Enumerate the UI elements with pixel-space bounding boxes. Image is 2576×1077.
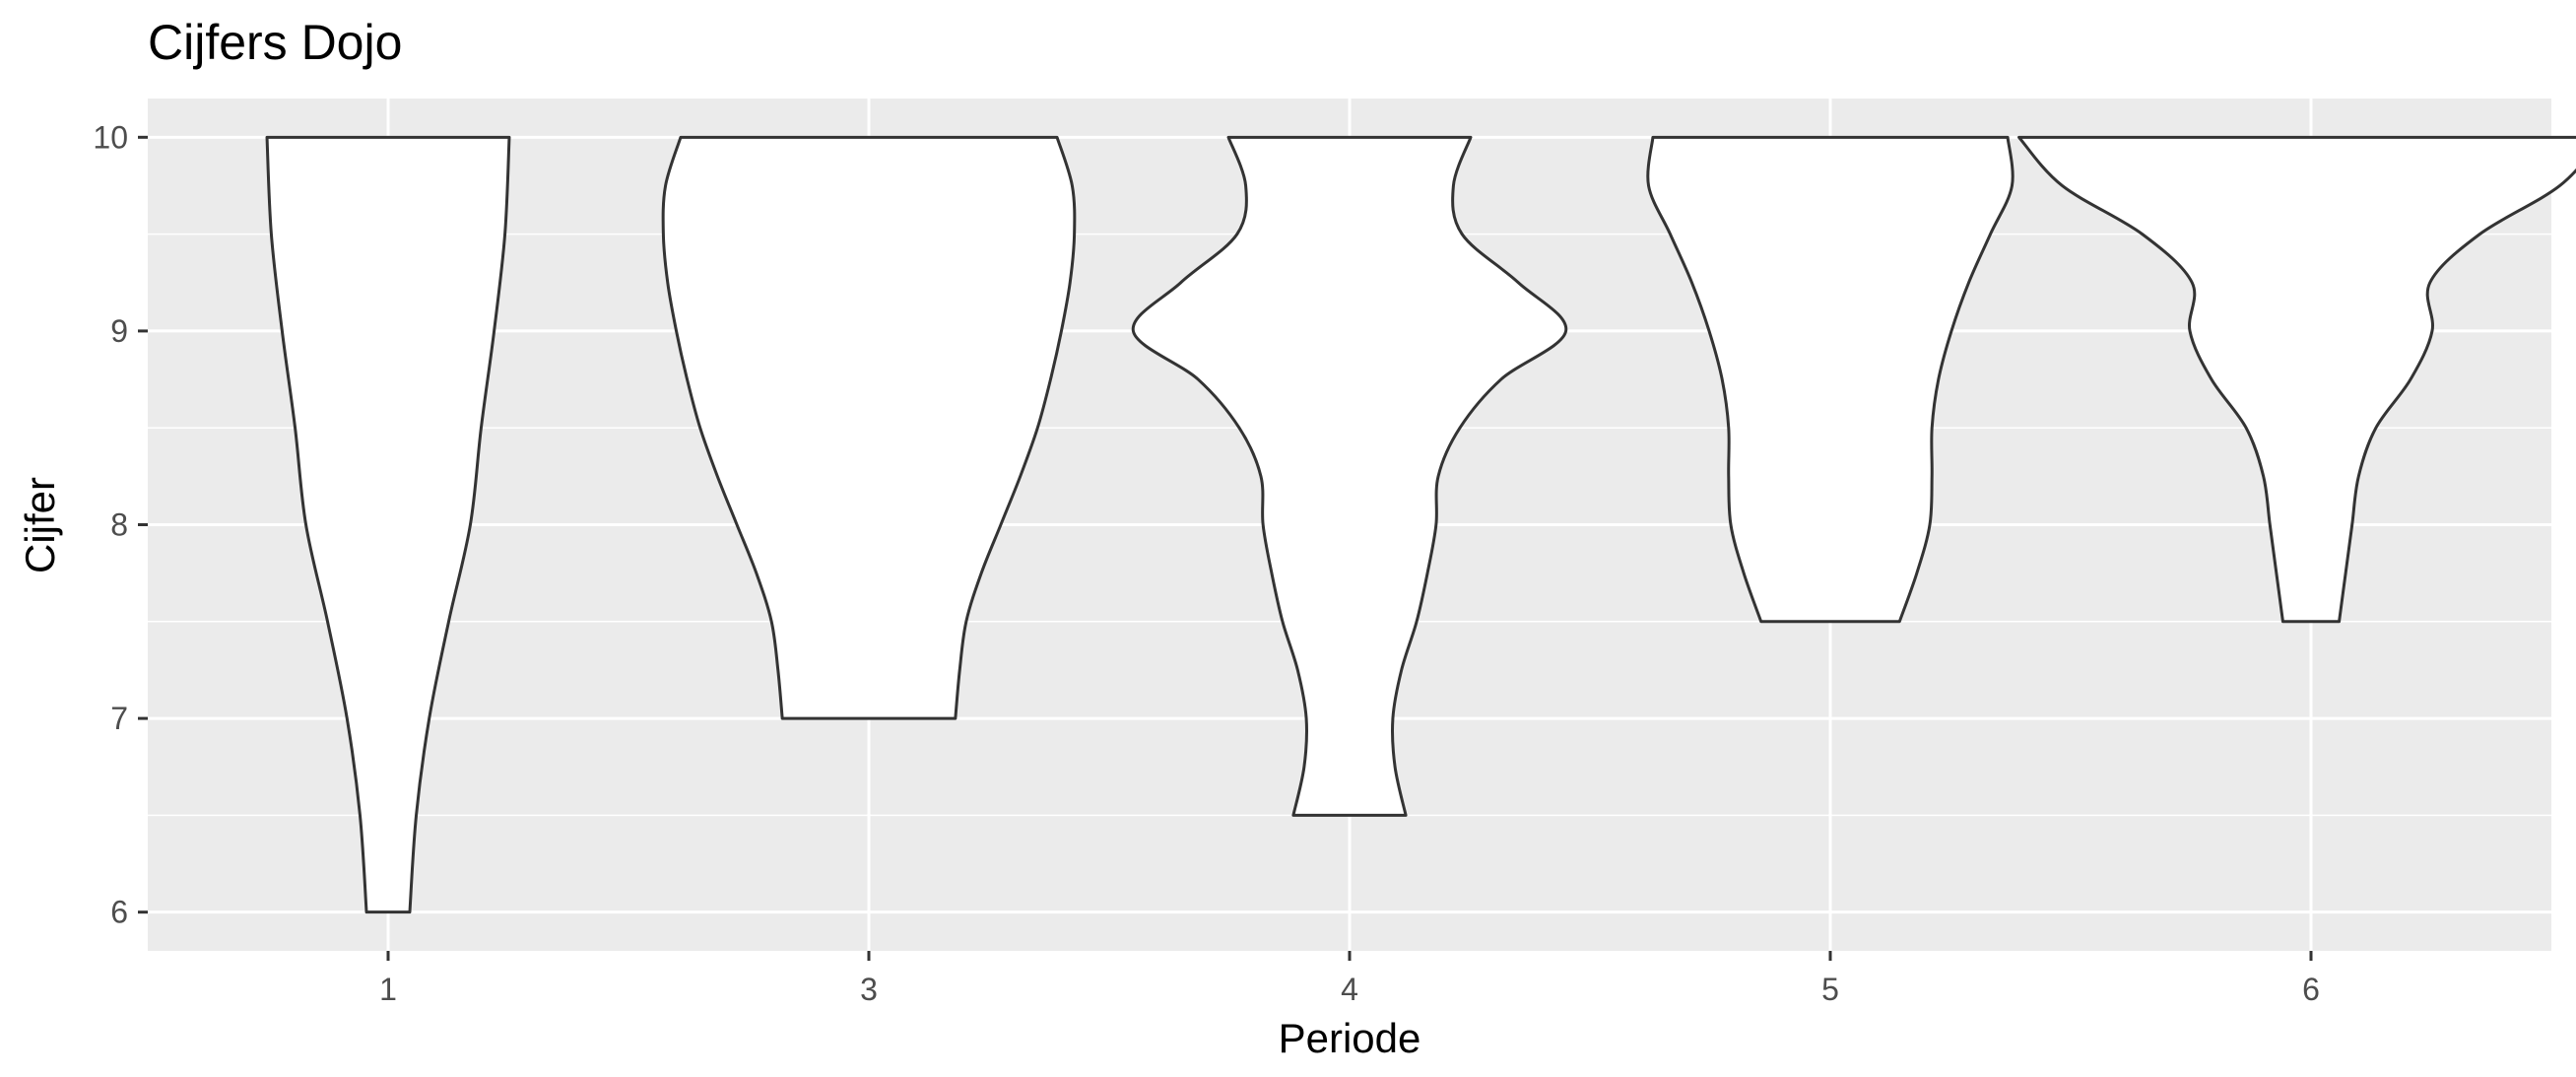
- y-tick-label: 9: [110, 313, 128, 349]
- y-tick-label: 8: [110, 507, 128, 543]
- violin-5: [1646, 135, 2015, 624]
- x-tick-label: 4: [1341, 972, 1358, 1007]
- x-tick-label: 6: [2302, 972, 2320, 1007]
- y-tick-label: 10: [93, 119, 128, 155]
- violins: [265, 135, 2576, 914]
- x-tick-label: 5: [1821, 972, 1839, 1007]
- y-axis-title: Cijfer: [17, 477, 63, 573]
- x-axis-title: Periode: [1279, 1015, 1421, 1061]
- y-tick-label: 6: [110, 895, 128, 930]
- axes: 6 7 8 9 10 1 3 4 5 6: [93, 119, 2319, 1007]
- x-tick-label: 3: [860, 972, 878, 1007]
- chart-title: Cijfers Dojo: [148, 15, 402, 70]
- violin-6: [2017, 135, 2576, 624]
- violin-3: [661, 135, 1077, 720]
- violin-4: [1131, 135, 1568, 817]
- x-tick-label: 1: [379, 972, 397, 1007]
- violin-1: [265, 135, 511, 914]
- y-tick-label: 7: [110, 701, 128, 736]
